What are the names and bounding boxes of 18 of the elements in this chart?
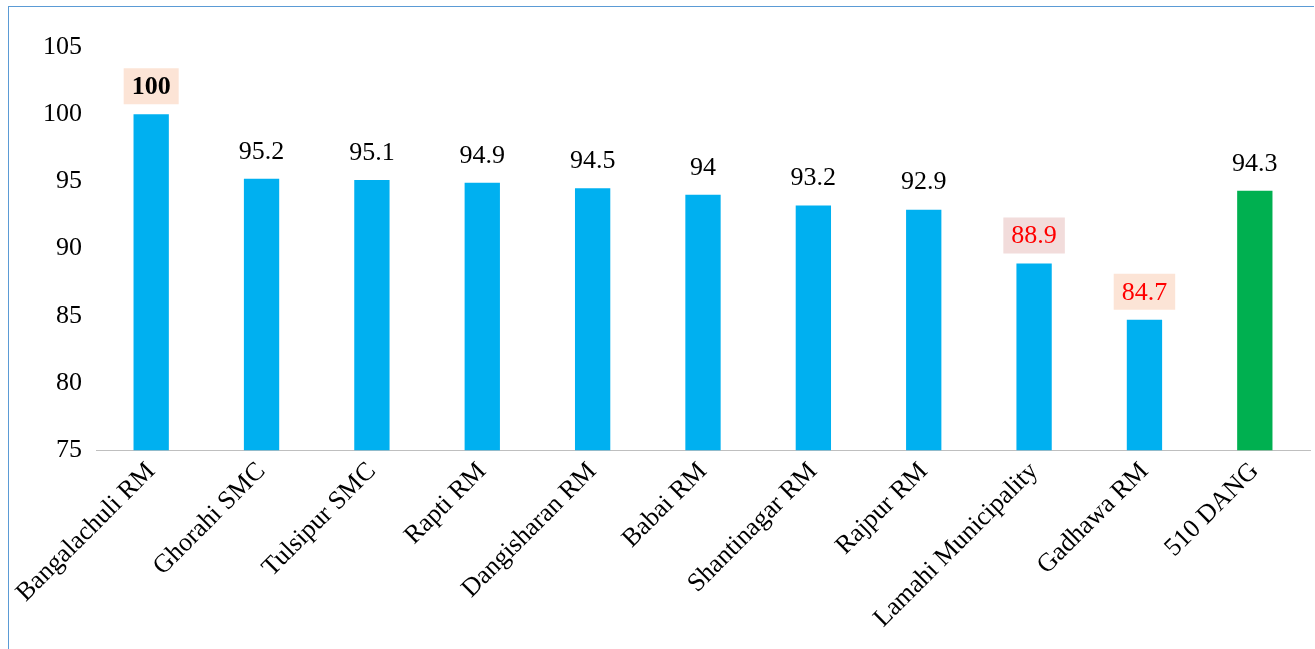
y-tick-label: 95 (56, 165, 82, 195)
data-label: 94.9 (459, 139, 506, 169)
data-label: 95.2 (238, 135, 285, 165)
y-tick-label: 85 (56, 299, 82, 329)
data-label: 92.9 (900, 166, 947, 196)
data-label: 94.3 (1232, 147, 1278, 177)
data-label: 100 (131, 70, 171, 100)
data-label: 94.5 (569, 144, 616, 174)
y-tick-label: 100 (43, 98, 82, 128)
y-tick-label: 75 (56, 434, 82, 464)
y-tick-label: 80 (56, 366, 82, 396)
data-label: 88.9 (1011, 220, 1057, 250)
y-tick-label: 105 (43, 30, 82, 60)
data-label: 94 (690, 151, 716, 181)
data-label: 84.7 (1121, 276, 1168, 306)
data-label: 93.2 (790, 162, 837, 192)
data-label: 95.1 (349, 136, 395, 166)
y-tick-label: 90 (56, 232, 82, 262)
